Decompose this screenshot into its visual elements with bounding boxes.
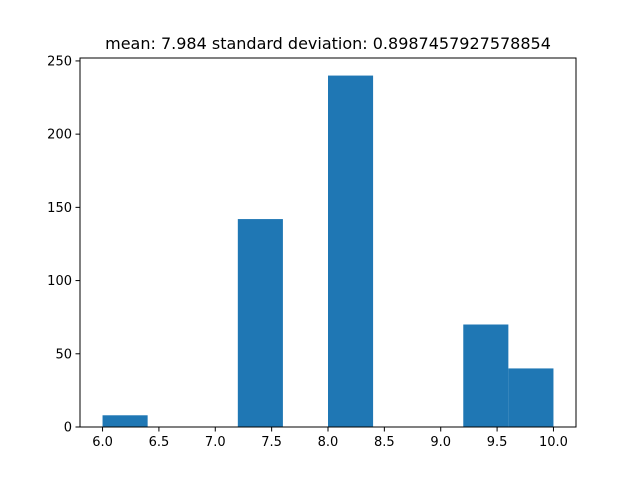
- x-tick-label-3: 7.5: [261, 435, 282, 450]
- y-axis: 0 50 100 150 200 250: [47, 54, 80, 436]
- x-tick-label-6: 9.0: [430, 435, 451, 450]
- y-tick-label-4: 200: [47, 128, 72, 143]
- y-tick-label-5: 250: [47, 54, 72, 69]
- chart-title: mean: 7.984 standard deviation: 0.898745…: [105, 34, 551, 53]
- x-tick-label-5: 8.5: [374, 435, 395, 450]
- histogram-bar-5: [328, 75, 374, 428]
- plot-frame: [79, 57, 577, 428]
- x-tick-label-1: 6.5: [149, 435, 170, 450]
- y-tick-label-2: 100: [47, 274, 72, 289]
- histogram-bar-3: [237, 219, 283, 427]
- bars-layer: [102, 75, 554, 428]
- x-axis: 6.0 6.5 7.0 7.5 8.0 8.5 9.0 9.5 10.0: [92, 427, 568, 450]
- histogram-bar-9: [508, 368, 554, 427]
- y-tick-label-3: 150: [47, 201, 72, 216]
- x-tick-label-4: 8.0: [318, 435, 339, 450]
- histogram-bar-0: [102, 415, 148, 427]
- y-tick-label-0: 0: [64, 421, 72, 436]
- x-tick-label-0: 6.0: [92, 435, 113, 450]
- histogram-bar-8: [463, 324, 509, 427]
- x-tick-label-7: 9.5: [487, 435, 508, 450]
- x-tick-label-2: 7.0: [205, 435, 226, 450]
- y-tick-label-1: 50: [55, 347, 72, 362]
- x-tick-label-8: 10.0: [539, 435, 568, 450]
